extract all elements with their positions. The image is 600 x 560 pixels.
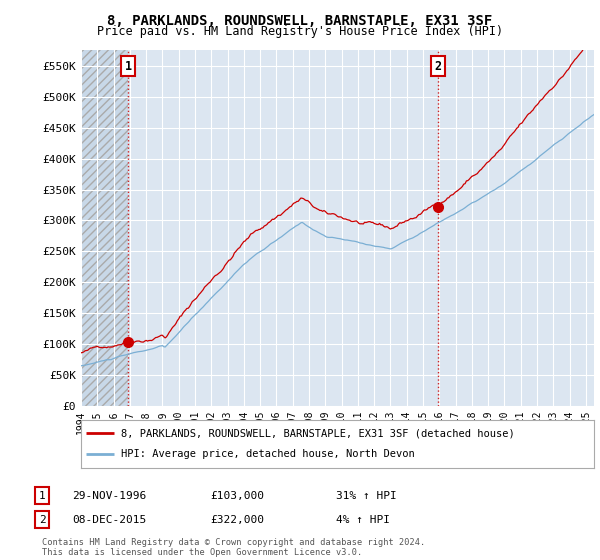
Text: 2: 2: [38, 515, 46, 525]
Text: £103,000: £103,000: [210, 491, 264, 501]
Text: 08-DEC-2015: 08-DEC-2015: [72, 515, 146, 525]
Text: Price paid vs. HM Land Registry's House Price Index (HPI): Price paid vs. HM Land Registry's House …: [97, 25, 503, 38]
Text: HPI: Average price, detached house, North Devon: HPI: Average price, detached house, Nort…: [121, 449, 415, 459]
Text: 1: 1: [38, 491, 46, 501]
Text: £322,000: £322,000: [210, 515, 264, 525]
Text: 8, PARKLANDS, ROUNDSWELL, BARNSTAPLE, EX31 3SF: 8, PARKLANDS, ROUNDSWELL, BARNSTAPLE, EX…: [107, 14, 493, 28]
Text: 31% ↑ HPI: 31% ↑ HPI: [336, 491, 397, 501]
Text: 1: 1: [125, 60, 132, 73]
Text: 29-NOV-1996: 29-NOV-1996: [72, 491, 146, 501]
Text: 8, PARKLANDS, ROUNDSWELL, BARNSTAPLE, EX31 3SF (detached house): 8, PARKLANDS, ROUNDSWELL, BARNSTAPLE, EX…: [121, 428, 515, 438]
Bar: [81, 50, 128, 406]
Text: 2: 2: [434, 60, 442, 73]
Text: Contains HM Land Registry data © Crown copyright and database right 2024.
This d: Contains HM Land Registry data © Crown c…: [42, 538, 425, 557]
Text: 4% ↑ HPI: 4% ↑ HPI: [336, 515, 390, 525]
